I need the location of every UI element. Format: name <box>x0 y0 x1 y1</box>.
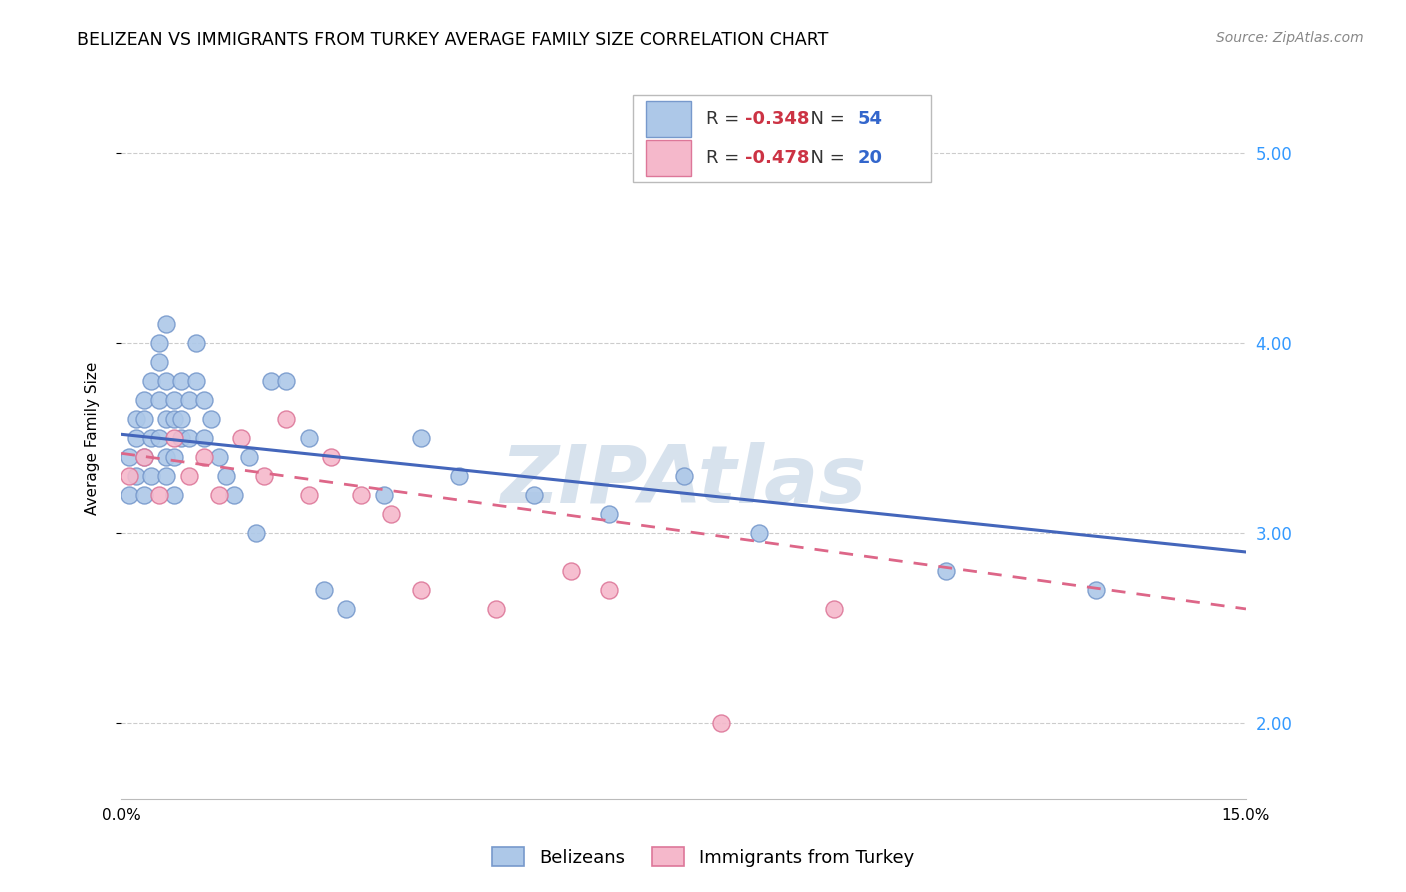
Point <box>193 450 215 464</box>
Point <box>155 317 177 331</box>
Point <box>274 412 297 426</box>
Point <box>193 393 215 408</box>
Point <box>350 488 373 502</box>
Point <box>447 469 470 483</box>
Point <box>184 336 207 351</box>
Point <box>222 488 245 502</box>
Point <box>485 602 508 616</box>
Point <box>117 488 139 502</box>
Point <box>139 431 162 445</box>
Point <box>170 431 193 445</box>
FancyBboxPatch shape <box>647 102 692 137</box>
Text: 54: 54 <box>858 111 883 128</box>
Point <box>170 374 193 388</box>
Point <box>125 431 148 445</box>
Point <box>148 355 170 369</box>
Point <box>215 469 238 483</box>
Point <box>148 488 170 502</box>
Point <box>207 488 229 502</box>
Point <box>177 469 200 483</box>
Text: N =: N = <box>800 111 851 128</box>
Point <box>162 393 184 408</box>
Point <box>238 450 260 464</box>
FancyBboxPatch shape <box>633 95 931 182</box>
Point <box>319 450 342 464</box>
FancyBboxPatch shape <box>647 140 692 177</box>
Point <box>380 507 402 521</box>
Point <box>274 374 297 388</box>
Point <box>409 431 432 445</box>
Point <box>139 374 162 388</box>
Point <box>132 488 155 502</box>
Point <box>1085 582 1108 597</box>
Point <box>177 393 200 408</box>
Point <box>170 412 193 426</box>
Point <box>117 450 139 464</box>
Point <box>148 393 170 408</box>
Point <box>125 469 148 483</box>
Point <box>148 431 170 445</box>
Point <box>245 526 267 541</box>
Point <box>823 602 845 616</box>
Point <box>155 450 177 464</box>
Point <box>312 582 335 597</box>
Point <box>132 393 155 408</box>
Point <box>155 469 177 483</box>
Point <box>260 374 283 388</box>
Point <box>598 582 620 597</box>
Point <box>177 431 200 445</box>
Text: -0.478: -0.478 <box>745 149 810 167</box>
Point <box>139 469 162 483</box>
Point <box>229 431 252 445</box>
Text: ZIPAtlas: ZIPAtlas <box>501 442 866 520</box>
Point <box>373 488 395 502</box>
Point <box>935 564 957 578</box>
Point <box>125 412 148 426</box>
Text: -0.348: -0.348 <box>745 111 810 128</box>
Point <box>132 450 155 464</box>
Point <box>297 488 319 502</box>
Point <box>132 412 155 426</box>
Point <box>710 715 733 730</box>
Point <box>672 469 695 483</box>
Legend: Belizeans, Immigrants from Turkey: Belizeans, Immigrants from Turkey <box>485 840 921 874</box>
Point <box>523 488 546 502</box>
Point <box>409 582 432 597</box>
Point <box>162 488 184 502</box>
Point <box>252 469 274 483</box>
Point <box>162 431 184 445</box>
Text: BELIZEAN VS IMMIGRANTS FROM TURKEY AVERAGE FAMILY SIZE CORRELATION CHART: BELIZEAN VS IMMIGRANTS FROM TURKEY AVERA… <box>77 31 828 49</box>
Point <box>155 412 177 426</box>
Text: Source: ZipAtlas.com: Source: ZipAtlas.com <box>1216 31 1364 45</box>
Point <box>155 374 177 388</box>
Text: 20: 20 <box>858 149 883 167</box>
Point <box>193 431 215 445</box>
Point <box>148 336 170 351</box>
Text: R =: R = <box>706 149 745 167</box>
Text: N =: N = <box>800 149 851 167</box>
Y-axis label: Average Family Size: Average Family Size <box>86 361 100 515</box>
Point <box>184 374 207 388</box>
Point <box>162 450 184 464</box>
Point <box>207 450 229 464</box>
Point <box>117 469 139 483</box>
Point <box>297 431 319 445</box>
Point <box>132 450 155 464</box>
Point <box>598 507 620 521</box>
Point <box>200 412 222 426</box>
Point <box>162 412 184 426</box>
Point <box>560 564 582 578</box>
Point <box>748 526 770 541</box>
Text: R =: R = <box>706 111 745 128</box>
Point <box>335 602 357 616</box>
